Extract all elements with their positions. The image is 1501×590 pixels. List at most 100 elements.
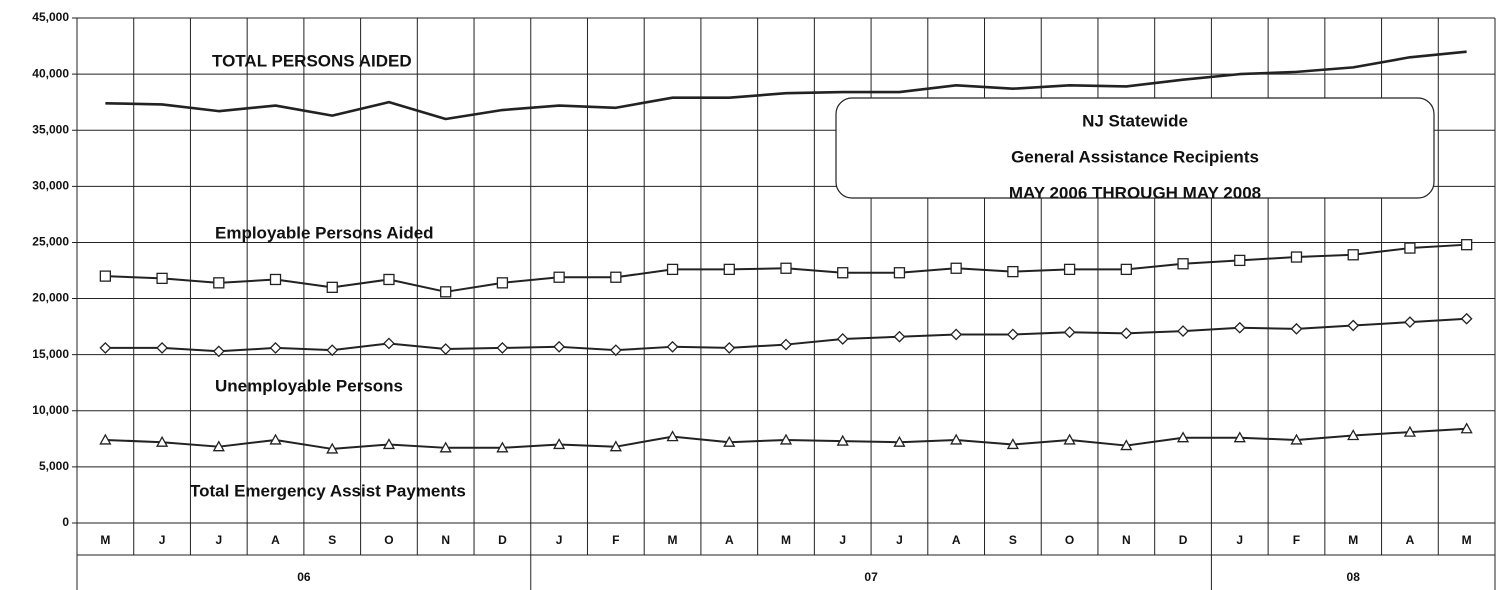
series-label: Unemployable Persons xyxy=(215,376,403,395)
point xyxy=(836,434,849,446)
x-tick-label: S xyxy=(328,533,336,547)
title-box xyxy=(835,97,1435,199)
x-tick-label: O xyxy=(1065,533,1074,547)
point xyxy=(553,340,566,353)
point xyxy=(723,435,736,447)
point xyxy=(666,340,679,353)
x-tick-label: A xyxy=(1406,533,1415,547)
point xyxy=(950,433,963,445)
point xyxy=(496,441,509,453)
point xyxy=(893,435,906,447)
point xyxy=(1290,322,1303,335)
point xyxy=(1063,263,1076,276)
x-tick-label: J xyxy=(896,533,903,547)
point xyxy=(269,273,282,286)
y-tick-label: 40,000 xyxy=(32,66,69,80)
point xyxy=(666,430,679,442)
point xyxy=(837,267,849,279)
point xyxy=(99,270,112,282)
y-tick-label: 25,000 xyxy=(32,235,69,249)
point xyxy=(1176,431,1190,443)
chart-period: MAY 2006 THROUGH MAY 2008 xyxy=(1009,183,1261,202)
point xyxy=(610,271,622,283)
point xyxy=(326,442,339,454)
x-tick-label: F xyxy=(1293,533,1300,547)
point xyxy=(1347,429,1360,441)
point xyxy=(496,342,509,354)
point xyxy=(666,263,679,276)
series-label: Total Emergency Assist Payments xyxy=(190,481,466,500)
point xyxy=(269,342,282,354)
point xyxy=(439,441,452,453)
point xyxy=(326,281,338,293)
x-tick-label: A xyxy=(952,533,961,547)
point xyxy=(155,435,169,447)
point xyxy=(950,262,962,274)
point xyxy=(1120,263,1132,276)
series-label: Employable Persons Aided xyxy=(215,223,434,242)
x-tick-label: M xyxy=(668,533,678,547)
x-tick-label: M xyxy=(1462,533,1472,547)
series-line xyxy=(105,50,1467,121)
year-label: 08 xyxy=(1347,570,1361,584)
x-tick-label: A xyxy=(271,533,280,547)
point xyxy=(1460,312,1473,325)
point xyxy=(1404,242,1416,254)
y-tick-label: 30,000 xyxy=(32,179,69,193)
point xyxy=(1347,319,1360,332)
point xyxy=(1233,431,1246,443)
point xyxy=(1007,265,1019,278)
point xyxy=(1177,258,1189,270)
point xyxy=(1460,422,1473,434)
point xyxy=(893,330,906,343)
point xyxy=(1234,254,1246,267)
point xyxy=(496,277,509,289)
x-tick-label: J xyxy=(556,533,563,547)
x-tick-label: J xyxy=(215,533,222,547)
series-label: TOTAL PERSONS AIDED xyxy=(212,51,412,70)
y-tick-label: 20,000 xyxy=(32,291,69,305)
x-tick-label: J xyxy=(159,533,166,547)
chart-subtitle: General Assistance Recipients xyxy=(1011,147,1259,166)
point xyxy=(1120,439,1133,451)
y-tick-label: 45,000 xyxy=(32,10,69,24)
point xyxy=(326,344,339,357)
point xyxy=(1006,438,1019,450)
x-tick-label: A xyxy=(725,533,734,547)
point xyxy=(213,277,225,289)
point xyxy=(1120,327,1133,340)
point xyxy=(383,273,395,286)
x-tick-label: M xyxy=(100,533,110,547)
point xyxy=(212,345,225,358)
x-tick-label: S xyxy=(1009,533,1017,547)
point xyxy=(1403,425,1417,437)
point xyxy=(1404,316,1416,329)
point xyxy=(1290,433,1303,445)
point xyxy=(893,267,906,279)
point xyxy=(1177,325,1189,338)
x-tick-label: O xyxy=(384,533,393,547)
x-tick-label: N xyxy=(441,533,450,547)
point xyxy=(779,433,793,445)
point xyxy=(1006,328,1019,341)
point xyxy=(1233,321,1246,334)
point xyxy=(99,433,112,445)
x-tick-label: M xyxy=(781,533,791,547)
x-tick-label: D xyxy=(1179,533,1188,547)
point xyxy=(609,440,622,452)
y-tick-label: 5,000 xyxy=(39,459,69,473)
y-tick-label: 35,000 xyxy=(32,122,69,136)
point xyxy=(1063,326,1076,339)
point xyxy=(609,344,622,357)
point xyxy=(836,333,849,345)
point xyxy=(1460,239,1473,251)
y-tick-label: 0 xyxy=(62,515,69,529)
point xyxy=(553,438,566,450)
point xyxy=(440,286,452,298)
point xyxy=(1063,433,1076,445)
point xyxy=(269,433,282,445)
point xyxy=(780,262,792,274)
point xyxy=(950,328,963,341)
point xyxy=(156,342,168,354)
